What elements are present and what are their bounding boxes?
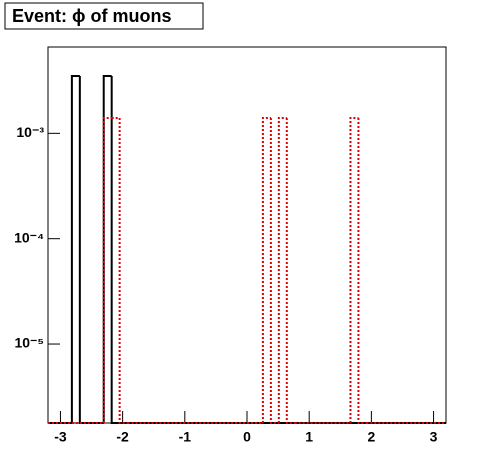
title-box bbox=[4, 2, 204, 30]
histogram-bin bbox=[357, 117, 367, 424]
histogram-bin bbox=[102, 116, 112, 423]
x-tick-label: -3 bbox=[54, 429, 67, 445]
y-tick-label: 10⁻³ bbox=[16, 124, 44, 140]
histogram-bin bbox=[110, 76, 120, 424]
chart-title: Event: ϕ of muons bbox=[12, 6, 172, 26]
histogram-bin bbox=[70, 75, 80, 423]
histogram-bin bbox=[349, 116, 359, 423]
x-tick-label: -2 bbox=[116, 429, 129, 445]
x-tick-label: 3 bbox=[430, 429, 438, 445]
x-tick-label: 0 bbox=[243, 429, 251, 445]
y-tick-label: 10⁻⁴ bbox=[14, 229, 44, 245]
x-tick-label: 1 bbox=[305, 429, 313, 445]
histogram-bin bbox=[118, 117, 128, 424]
histogram-bin bbox=[261, 116, 271, 423]
histogram-bin bbox=[285, 117, 295, 424]
x-tick-label: -1 bbox=[179, 429, 192, 445]
x-tick-label: 2 bbox=[367, 429, 375, 445]
histogram-bin bbox=[277, 116, 287, 423]
histogram-bin bbox=[269, 117, 279, 424]
y-tick-label: 10⁻⁵ bbox=[14, 335, 44, 351]
histogram-bin bbox=[102, 75, 112, 423]
